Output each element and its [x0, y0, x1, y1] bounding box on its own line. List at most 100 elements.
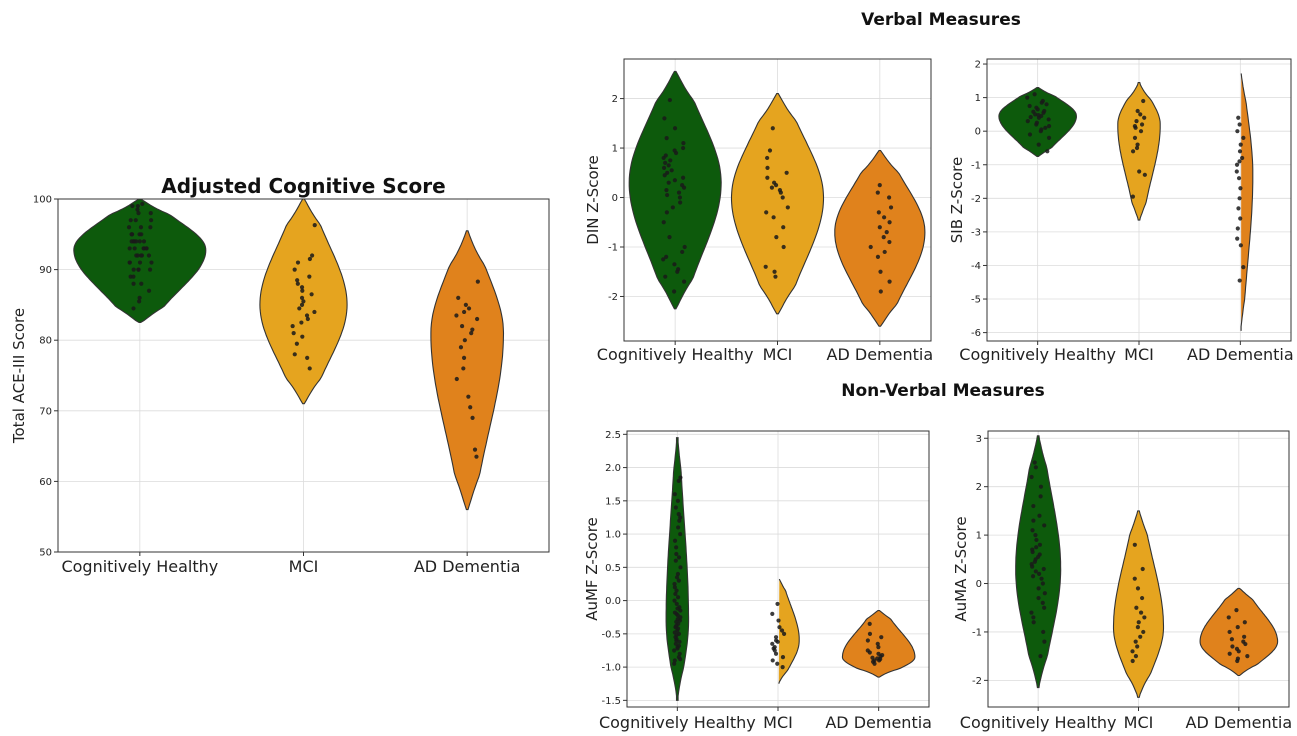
data-point — [1132, 542, 1137, 547]
data-point — [1030, 549, 1035, 555]
y-tick-label: 3 — [976, 434, 982, 445]
data-point — [682, 244, 687, 250]
data-point — [1040, 600, 1045, 605]
data-point — [882, 215, 887, 220]
data-point — [675, 595, 681, 600]
data-point — [1235, 625, 1240, 630]
data-point — [678, 515, 683, 520]
data-point — [1032, 460, 1037, 465]
y-tick-label: 0.0 — [605, 596, 621, 607]
data-point — [674, 601, 679, 607]
data-point — [312, 223, 317, 228]
data-point — [131, 306, 136, 311]
violin-ace-2 — [430, 230, 505, 511]
y-tick-label: -1 — [608, 243, 618, 254]
y-tick-label: -2 — [971, 194, 981, 205]
y-tick-label: 60 — [39, 477, 52, 488]
y-tick-label: -1.5 — [601, 696, 621, 707]
data-point — [672, 661, 677, 666]
y-tick-label: 100 — [33, 195, 52, 206]
chart-ace: Adjusted Cognitive Score 50 60 70 80 90 100 Cog… — [10, 174, 550, 576]
data-point — [1237, 149, 1243, 154]
category-label: MCI — [1124, 713, 1154, 732]
data-point — [1135, 586, 1141, 591]
data-point — [1029, 474, 1034, 480]
data-point — [779, 628, 785, 633]
data-point — [673, 558, 678, 563]
data-point — [1236, 206, 1241, 211]
data-point — [774, 235, 779, 240]
data-point — [775, 661, 780, 666]
data-point — [138, 225, 144, 230]
data-point — [1234, 169, 1239, 174]
data-point — [882, 249, 887, 255]
data-point — [680, 175, 686, 180]
data-point — [1029, 610, 1034, 615]
data-point — [472, 447, 478, 452]
data-point — [299, 302, 305, 307]
data-point — [1130, 649, 1135, 654]
data-point — [780, 655, 786, 660]
data-point — [876, 645, 881, 650]
data-point — [1132, 135, 1138, 140]
data-point — [676, 478, 681, 483]
data-point — [137, 295, 142, 300]
data-point — [299, 295, 305, 300]
data-point — [884, 230, 889, 235]
data-point — [134, 239, 139, 244]
data-point — [295, 260, 301, 265]
data-point — [663, 153, 668, 158]
category-label: Cognitively Healthy — [959, 345, 1116, 364]
data-point — [678, 657, 683, 662]
data-point — [764, 210, 769, 215]
chart-aumf: -1.5 -1.0 -0.5 0.0 0.5 1.0 1.5 2.0 2.5 Cognitivel… — [583, 430, 932, 732]
data-point — [765, 175, 770, 180]
data-point — [1031, 503, 1036, 509]
data-point — [1045, 149, 1050, 154]
data-point — [459, 323, 465, 329]
data-point — [678, 200, 683, 205]
data-point — [677, 639, 682, 644]
data-point — [661, 220, 666, 225]
data-point — [1141, 629, 1146, 635]
data-point — [878, 269, 883, 274]
data-point — [1034, 105, 1039, 110]
data-point — [669, 168, 674, 173]
data-point — [1132, 576, 1137, 581]
data-point — [292, 267, 297, 272]
data-point — [290, 323, 295, 329]
data-point — [138, 253, 144, 258]
data-point — [672, 658, 677, 663]
data-point — [294, 341, 299, 346]
data-point — [672, 492, 677, 497]
data-point — [1134, 119, 1139, 124]
data-point — [1028, 114, 1033, 120]
data-point — [474, 454, 479, 459]
data-point — [672, 126, 678, 131]
data-point — [1036, 142, 1041, 147]
data-point — [1133, 639, 1138, 644]
y-tick-label: 70 — [39, 406, 52, 417]
data-point — [777, 625, 782, 630]
data-point — [875, 254, 881, 259]
data-point — [469, 331, 474, 336]
data-point — [770, 641, 775, 646]
data-point — [1130, 194, 1136, 199]
data-point — [775, 601, 780, 607]
y-axis-label-sib: SIB Z-Score — [948, 157, 966, 243]
data-point — [773, 183, 779, 188]
data-point — [1038, 654, 1043, 659]
data-point — [295, 278, 300, 283]
data-point — [456, 295, 461, 300]
category-label: MCI — [763, 345, 793, 364]
data-point — [466, 394, 471, 399]
data-point — [1236, 176, 1242, 181]
data-point — [665, 192, 670, 198]
data-point — [1237, 159, 1242, 164]
data-point — [767, 148, 773, 153]
data-point — [887, 239, 892, 245]
y-tick-label: -1 — [971, 160, 981, 171]
data-point — [676, 512, 681, 517]
data-point — [1037, 542, 1043, 547]
data-point — [1236, 115, 1241, 120]
